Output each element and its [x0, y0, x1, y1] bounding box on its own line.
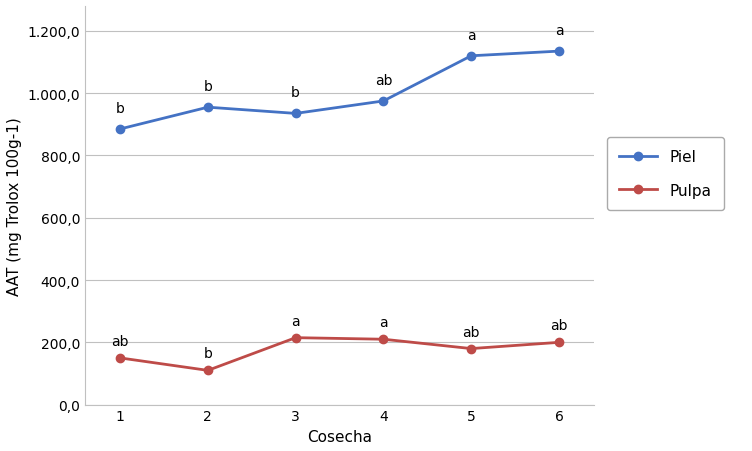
- Y-axis label: AAT (mg Trolox 100g-1): AAT (mg Trolox 100g-1): [7, 117, 22, 295]
- Text: a: a: [379, 316, 388, 330]
- Text: b: b: [116, 102, 125, 116]
- Piel: [467, 54, 476, 60]
- Text: ab: ab: [550, 319, 568, 333]
- Piel: [116, 127, 125, 133]
- X-axis label: Cosecha: Cosecha: [307, 429, 372, 444]
- Text: b: b: [291, 86, 300, 100]
- Pulpa: [291, 335, 300, 341]
- Text: a: a: [555, 24, 563, 38]
- Piel: [291, 111, 300, 117]
- Pulpa: [554, 340, 563, 345]
- Text: b: b: [204, 347, 212, 361]
- Legend: Piel, Pulpa: Piel, Pulpa: [607, 138, 723, 210]
- Text: b: b: [204, 80, 212, 94]
- Piel: [379, 99, 388, 105]
- Pulpa: [379, 337, 388, 342]
- Pulpa: [116, 355, 125, 361]
- Text: ab: ab: [374, 74, 393, 88]
- Text: ab: ab: [462, 325, 480, 339]
- Line: Piel: Piel: [116, 48, 563, 134]
- Pulpa: [467, 346, 476, 351]
- Piel: [554, 49, 563, 55]
- Piel: [203, 105, 212, 110]
- Line: Pulpa: Pulpa: [116, 334, 563, 375]
- Text: a: a: [291, 314, 300, 328]
- Text: a: a: [467, 29, 475, 43]
- Text: ab: ab: [111, 334, 129, 348]
- Pulpa: [203, 368, 212, 373]
